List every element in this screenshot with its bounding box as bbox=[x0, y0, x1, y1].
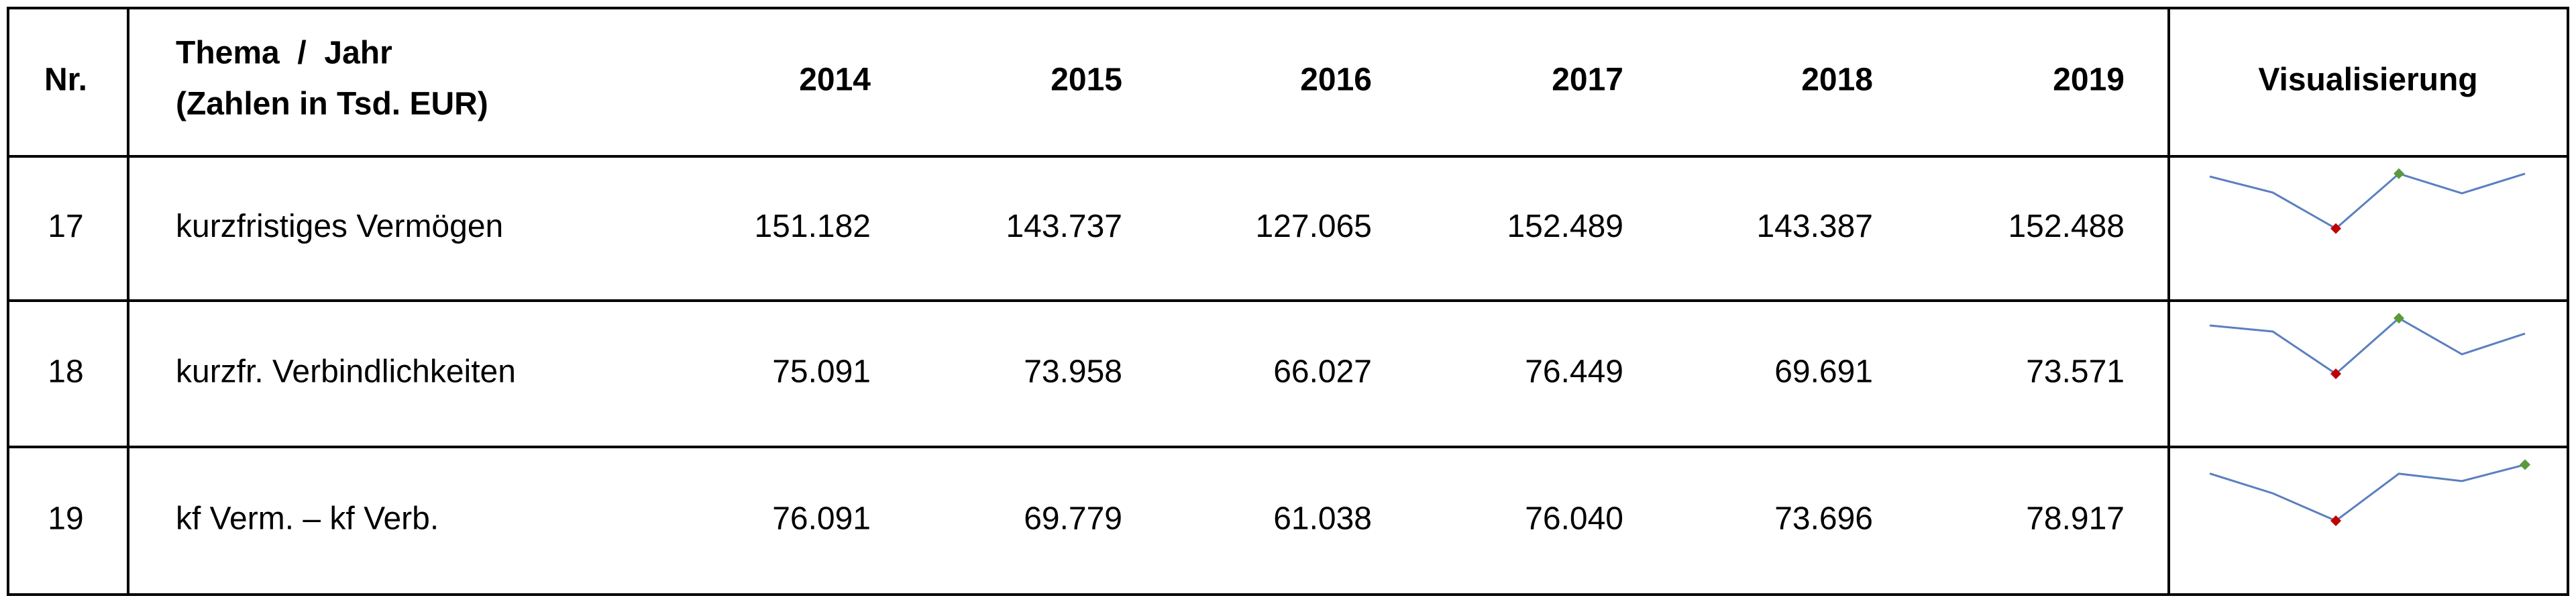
cell-value: 73.696 bbox=[1774, 501, 1873, 537]
cell-value: 152.489 bbox=[1507, 209, 1623, 244]
sparkline-high bbox=[2394, 168, 2404, 179]
header-topic: (Zahlen in Tsd. EUR) bbox=[176, 87, 488, 122]
cell-value: 73.571 bbox=[2026, 354, 2125, 390]
cell-value: 151.182 bbox=[754, 209, 871, 244]
header-year: 2015 bbox=[1051, 62, 1122, 98]
cell-value: 76.040 bbox=[1525, 501, 1623, 537]
cell-value: 66.027 bbox=[1273, 354, 1372, 390]
row-nr: 17 bbox=[48, 209, 83, 244]
header-year: 2018 bbox=[1801, 62, 1873, 98]
header-year: 2017 bbox=[1552, 62, 1623, 98]
cell-value: 143.737 bbox=[1006, 209, 1122, 244]
cell-value: 73.958 bbox=[1024, 354, 1122, 390]
cell-value: 69.779 bbox=[1024, 501, 1122, 537]
header-year: 2014 bbox=[799, 62, 871, 98]
header-visual: Visualisierung bbox=[2258, 62, 2477, 98]
sparkline bbox=[2209, 463, 2526, 522]
cell-value: 76.091 bbox=[772, 501, 871, 537]
cell-value: 76.449 bbox=[1525, 354, 1623, 390]
sparkline-low bbox=[2330, 368, 2341, 379]
cell-value: 152.488 bbox=[2008, 209, 2125, 244]
cell-value: 61.038 bbox=[1273, 501, 1372, 537]
row-nr: 19 bbox=[48, 501, 83, 537]
header-topic: Thema / Jahr bbox=[176, 36, 392, 71]
sparkline-low bbox=[2330, 515, 2341, 526]
header-year: 2019 bbox=[2053, 62, 2125, 98]
sparkline-high bbox=[2394, 313, 2404, 324]
row-label: kurzfristiges Vermögen bbox=[176, 209, 503, 244]
cell-value: 78.917 bbox=[2026, 501, 2125, 537]
header-nr: Nr. bbox=[44, 62, 87, 98]
row-label: kurzfr. Verbindlichkeiten bbox=[176, 354, 516, 390]
sparkline bbox=[2209, 317, 2526, 375]
cell-value: 127.065 bbox=[1255, 209, 1372, 244]
sparkline-high bbox=[2520, 459, 2530, 470]
cell-value: 143.387 bbox=[1756, 209, 1873, 244]
row-label: kf Verm. – kf Verb. bbox=[176, 501, 439, 537]
row-nr: 18 bbox=[48, 354, 83, 390]
sparkline-low bbox=[2330, 223, 2341, 234]
header-year: 2016 bbox=[1300, 62, 1372, 98]
cell-value: 69.691 bbox=[1774, 354, 1873, 390]
cell-value: 75.091 bbox=[772, 354, 871, 390]
sparkline bbox=[2209, 172, 2526, 230]
